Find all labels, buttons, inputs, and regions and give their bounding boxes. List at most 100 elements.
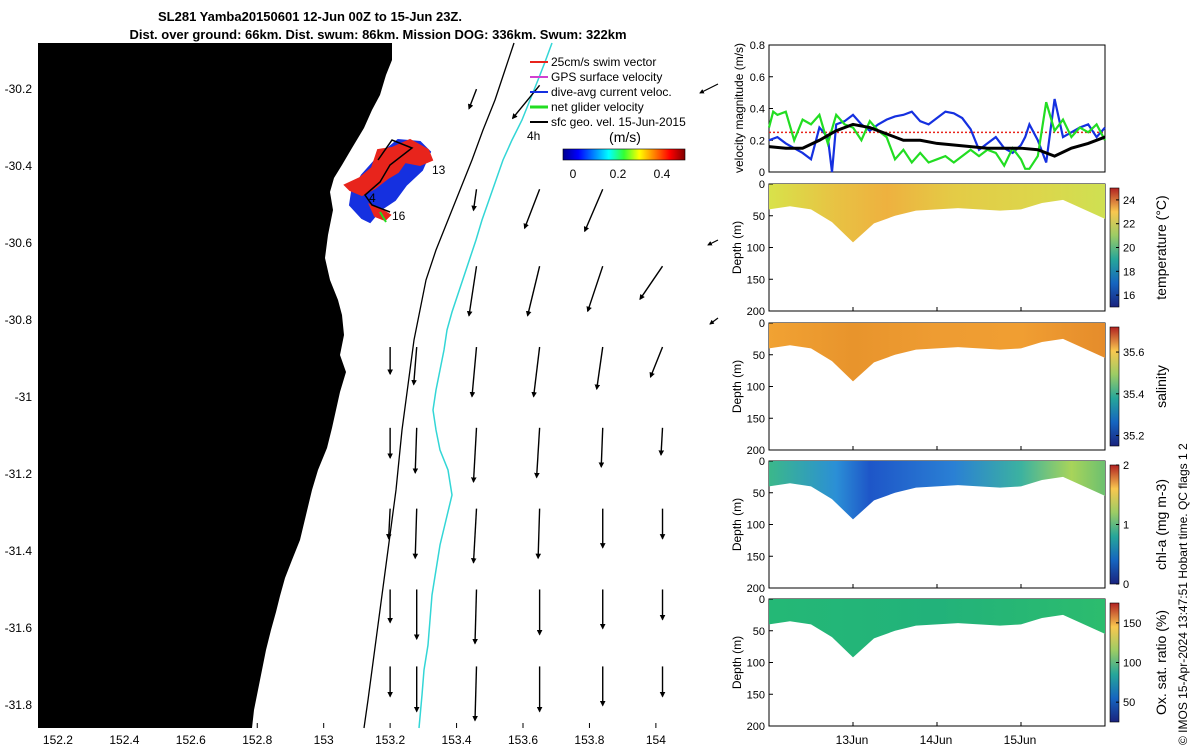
geo-vector-1	[511, 84, 541, 120]
geo-vector-13	[594, 346, 604, 391]
colorbar-label-temperature: temperature (°C)	[1153, 195, 1169, 299]
geo-velocity-vectors	[386, 84, 666, 722]
legend-item-swim-vector: 25cm/s swim vector	[530, 55, 656, 69]
section-ytick-label: 100	[747, 243, 765, 255]
geo-vector-7	[586, 265, 604, 313]
track-label-4: 4	[369, 191, 376, 205]
colorbar-tick-label: 35.6	[1123, 347, 1144, 359]
section-ytick-label: 50	[753, 350, 765, 362]
glider-track	[343, 138, 434, 224]
section-ytick-label: 50	[753, 211, 765, 223]
colorbar-label-oxygen: Ox. sat. ratio (%)	[1153, 610, 1169, 715]
geo-vector-5	[466, 266, 478, 317]
velocity-series-3	[768, 122, 1106, 158]
geo-vector-4	[583, 188, 604, 233]
colorbar-tick-label: 100	[1123, 658, 1141, 670]
geo-vector-11	[469, 346, 478, 398]
section-ytick-label: 0	[759, 456, 765, 468]
section-ytick-label: 100	[747, 658, 765, 670]
map-ytick-label: -30.2	[5, 82, 33, 96]
section-ytick-label: 50	[753, 626, 765, 638]
geo-vector-17	[470, 427, 478, 483]
velocity-axes-box	[768, 44, 1106, 173]
colorbar-label-salinity: salinity	[1153, 365, 1169, 408]
map-panel: 13 4 16 25cm/s swim vector GPS surface v…	[5, 42, 719, 747]
colorbar-tick-label: 50	[1123, 697, 1135, 709]
map-colorbar-tick-1: 0.2	[610, 167, 627, 181]
map-colorbar-tick-2: 0.4	[654, 167, 671, 181]
velocity-y-axis: 0 0.2 0.4 0.6 0.8	[750, 40, 773, 179]
map-xtick-label: 152.4	[109, 733, 139, 747]
geo-vector-20	[658, 427, 665, 456]
section-panel-chl-a: 0 50 100 150 200 Depth (m) 0 1 2 chl-a (mg m-3)	[730, 456, 1169, 595]
legend-note-4h: 4h	[527, 129, 540, 143]
velocity-panel: 0 0.2 0.4 0.6 0.8 velocity magnitude (m/s)	[732, 40, 1106, 179]
section-ytick-label: 200	[747, 306, 765, 318]
isobath-1000m	[418, 42, 553, 729]
section-colorbar	[1109, 326, 1120, 447]
section-ytick-label: 200	[747, 445, 765, 457]
section-ytick-label: 0	[759, 179, 765, 191]
time-axis: 13Jun 14Jun 15Jun	[836, 733, 1037, 747]
map-ytick-label: -30.8	[5, 313, 33, 327]
legend-item-net-velocity: net glider velocity	[530, 100, 644, 114]
section-ytick-label: 200	[747, 583, 765, 595]
legend-label-dive-avg: dive-avg current veloc.	[551, 85, 672, 99]
map-colorbar-tick-0: 0	[570, 167, 577, 181]
geo-vector-23	[470, 508, 478, 564]
track-outline	[363, 139, 414, 213]
map-xtick-label: 153.6	[508, 733, 538, 747]
section-ytick-label: 150	[747, 274, 765, 286]
colorbar-tick-label: 150	[1123, 618, 1141, 630]
figure-title-line2: Dist. over ground: 66km. Dist. swum: 86k…	[129, 27, 626, 42]
map-colorbar-title: (m/s)	[609, 129, 641, 145]
colorbar-tick-label: 2	[1123, 460, 1129, 472]
isobath-note: isobaths: 0 200 1000m	[50, 702, 171, 716]
map-x-axis: 152.2 152.4 152.6 152.8 153 153.2 153.4 153.6 15…	[43, 723, 666, 747]
map-xtick-label: 152.8	[242, 733, 272, 747]
geo-vector-3	[523, 188, 541, 230]
geo-vector-29	[472, 589, 478, 645]
map-ytick-label: -31.8	[5, 698, 33, 712]
map-legend: 25cm/s swim vector GPS surface velocity …	[527, 55, 686, 181]
velocity-ytick-label: 0.2	[750, 135, 765, 147]
section-ytick-label: 200	[747, 721, 765, 733]
velocity-ylabel: velocity magnitude (m/s)	[732, 43, 746, 173]
land-polygon	[38, 43, 392, 728]
section-ytick-label: 50	[753, 488, 765, 500]
geo-vector-14	[649, 346, 664, 379]
geo-vector-0	[467, 88, 478, 110]
colorbar-tick-label: 1	[1123, 520, 1129, 532]
geo-vector-21	[386, 508, 392, 540]
colorbar-tick-label: 16	[1123, 290, 1135, 302]
time-tick-13jun: 13Jun	[836, 733, 869, 747]
geo-vector-24	[535, 508, 542, 560]
legend-label-swim-vector: 25cm/s swim vector	[551, 55, 656, 69]
section-ylabel: Depth (m)	[730, 221, 744, 274]
section-ytick-label: 150	[747, 413, 765, 425]
map-xtick-label: 152.6	[176, 733, 206, 747]
velocity-ytick-label: 0.8	[750, 40, 765, 52]
geo-vector-22	[412, 508, 419, 560]
section-fill-oxygen	[769, 599, 1105, 658]
map-xtick-label: 153	[314, 733, 334, 747]
colorbar-tick-label: 20	[1123, 243, 1135, 255]
section-ytick-label: 100	[747, 520, 765, 532]
colorbar-tick-label: 24	[1123, 195, 1135, 207]
section-panel-oxygen: 0 50 100 150 200 Depth (m) 50 100 150 Ox. sat. ra…	[730, 594, 1169, 733]
geo-vector-16	[412, 427, 419, 474]
legend-label-geo-velocity: sfc geo. vel. 15-Jun-2015	[551, 115, 686, 129]
geo-vector-10	[411, 346, 418, 386]
map-xtick-label: 152.2	[43, 733, 73, 747]
colorbar-tick-label: 18	[1123, 266, 1135, 278]
figure-title-line1: SL281 Yamba20150601 12-Jun 00Z to 15-Jun…	[158, 9, 462, 24]
section-ytick-label: 150	[747, 689, 765, 701]
geo-vector-35	[472, 666, 478, 722]
map-xtick-label: 153.4	[442, 733, 472, 747]
velocity-ytick-label: 0.6	[750, 72, 765, 84]
net-velocity-track	[379, 211, 387, 223]
map-xtick-label: 154	[646, 733, 666, 747]
map-xtick-label: 153.2	[375, 733, 405, 747]
section-panel-salinity: 0 50 100 150 200 Depth (m) 35.2 35.4 35.6 salinit…	[730, 318, 1169, 457]
